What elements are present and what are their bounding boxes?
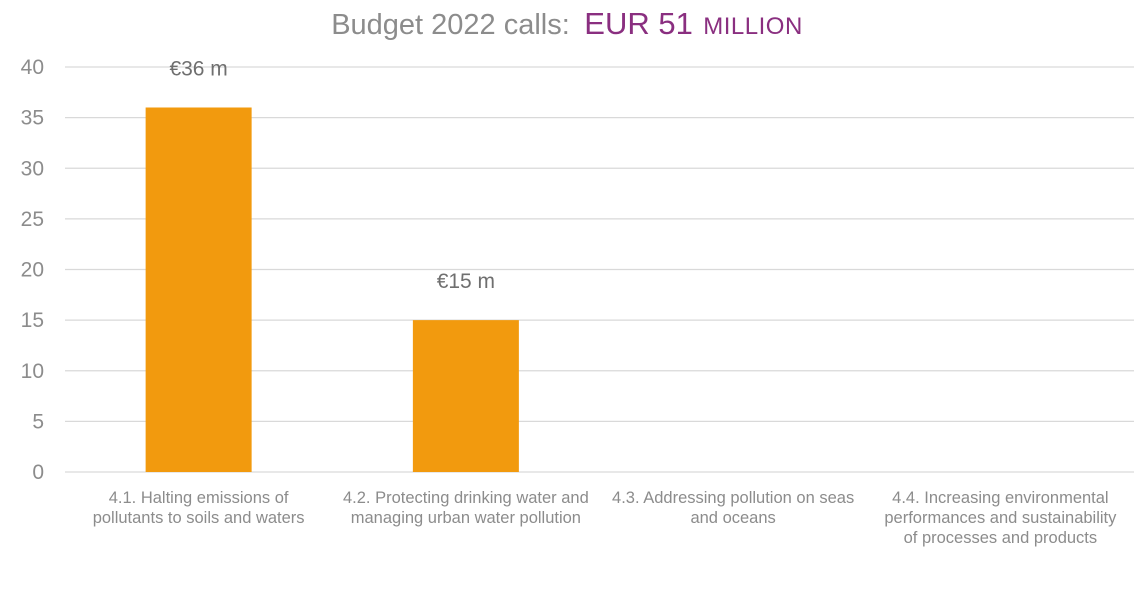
y-tick-label: 20 bbox=[21, 259, 44, 282]
y-tick-label: 30 bbox=[21, 157, 44, 180]
x-category-label: 4.3. Addressing pollution on seas and oc… bbox=[612, 489, 855, 527]
bar-data-label: €36 m bbox=[169, 58, 227, 81]
y-tick-label: 25 bbox=[21, 208, 44, 231]
chart-title-amount: EUR 51 bbox=[584, 6, 693, 41]
y-tick-label: 35 bbox=[21, 107, 44, 130]
x-category-label: 4.4. Increasing environmental performanc… bbox=[884, 489, 1117, 547]
chart-title-lead: Budget 2022 calls: bbox=[331, 9, 570, 41]
data-labels: €36 m €15 m bbox=[169, 58, 495, 294]
x-category-label: 4.1. Halting emissions of pollutants to … bbox=[92, 489, 305, 527]
y-axis-ticks: 0 5 10 15 20 25 30 35 40 bbox=[21, 56, 44, 484]
chart-title-unit: MILLION bbox=[703, 13, 803, 40]
y-tick-label: 0 bbox=[32, 461, 44, 484]
bar-data-label: €15 m bbox=[437, 270, 495, 293]
bar bbox=[145, 107, 252, 472]
y-tick-label: 15 bbox=[21, 309, 44, 332]
bars bbox=[145, 107, 519, 472]
y-tick-label: 40 bbox=[21, 56, 44, 79]
bar bbox=[412, 320, 519, 472]
y-tick-label: 10 bbox=[21, 360, 44, 383]
x-category-label: 4.2. Protecting drinking water and manag… bbox=[342, 489, 589, 527]
chart-title: Budget 2022 calls: EUR 51 MILLION bbox=[0, 6, 1134, 42]
y-tick-label: 5 bbox=[32, 410, 44, 433]
